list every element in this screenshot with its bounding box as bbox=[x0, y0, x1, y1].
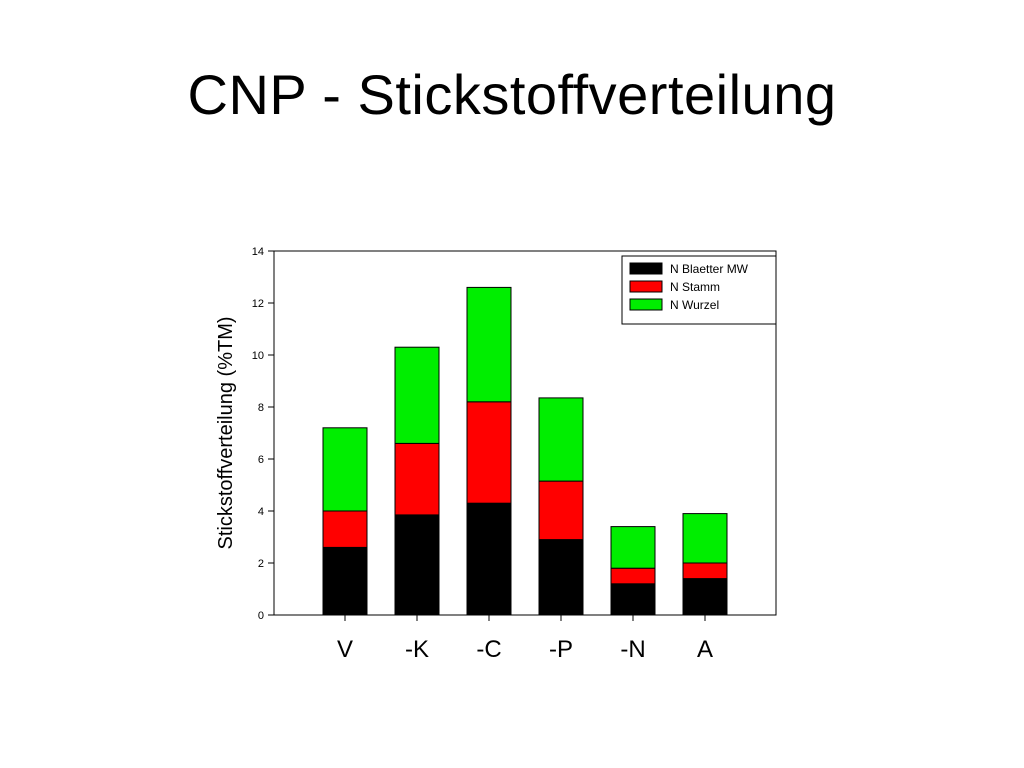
bar-segment-wurzel bbox=[322, 427, 368, 512]
bar-segment-blaetter bbox=[610, 583, 656, 616]
y-axis: 0 2 4 6 8 10 12 14 bbox=[252, 246, 274, 622]
y-tick-label: 14 bbox=[252, 246, 264, 258]
y-tick-label: 0 bbox=[258, 610, 264, 622]
bar-segment-stamm bbox=[610, 567, 656, 585]
bar-segment-stamm bbox=[538, 480, 584, 541]
y-tick-label: 8 bbox=[258, 402, 264, 414]
y-tick-label: 12 bbox=[252, 298, 264, 310]
x-tick-label: V bbox=[337, 636, 353, 663]
bar-segment-wurzel bbox=[682, 513, 728, 564]
bar-segment-stamm bbox=[466, 401, 512, 504]
legend-swatch bbox=[629, 280, 663, 293]
bar-segment-blaetter bbox=[322, 546, 368, 616]
legend-label: N Wurzel bbox=[670, 298, 719, 312]
legend: N Blaetter MW N Stamm N Wurzel bbox=[621, 255, 777, 325]
bar-segment-blaetter bbox=[682, 578, 728, 616]
bar-segment-stamm bbox=[322, 510, 368, 548]
y-tick-label: 6 bbox=[258, 454, 264, 466]
bars-layer bbox=[322, 286, 728, 616]
bar-segment-stamm bbox=[682, 562, 728, 580]
y-tick-label: 2 bbox=[258, 558, 264, 570]
x-tick-label: -C bbox=[476, 636, 501, 663]
x-tick-label: -N bbox=[620, 636, 645, 663]
bar-segment-blaetter bbox=[538, 539, 584, 616]
x-tick-label: -P bbox=[549, 636, 573, 663]
legend-swatch bbox=[629, 262, 663, 275]
y-axis-title: Stickstoffverteilung (%TM) bbox=[215, 316, 237, 549]
x-axis: V -K -C -P -N A bbox=[337, 615, 713, 663]
bar-segment-wurzel bbox=[610, 526, 656, 569]
legend-label: N Stamm bbox=[670, 280, 720, 294]
bar-segment-blaetter bbox=[394, 514, 440, 616]
legend-label: N Blaetter MW bbox=[670, 262, 749, 276]
bar-segment-stamm bbox=[394, 442, 440, 516]
bar-segment-wurzel bbox=[466, 286, 512, 403]
bar-segment-wurzel bbox=[394, 346, 440, 444]
bar-segment-blaetter bbox=[466, 502, 512, 616]
y-tick-label: 4 bbox=[258, 506, 264, 518]
x-tick-label: A bbox=[697, 636, 713, 663]
plot-frame bbox=[273, 250, 777, 616]
x-tick-label: -K bbox=[405, 636, 429, 663]
legend-swatch bbox=[629, 298, 663, 311]
slide-title: CNP - Stickstoffverteilung bbox=[187, 63, 837, 126]
y-tick-label: 10 bbox=[252, 350, 264, 362]
bar-segment-wurzel bbox=[538, 397, 584, 482]
